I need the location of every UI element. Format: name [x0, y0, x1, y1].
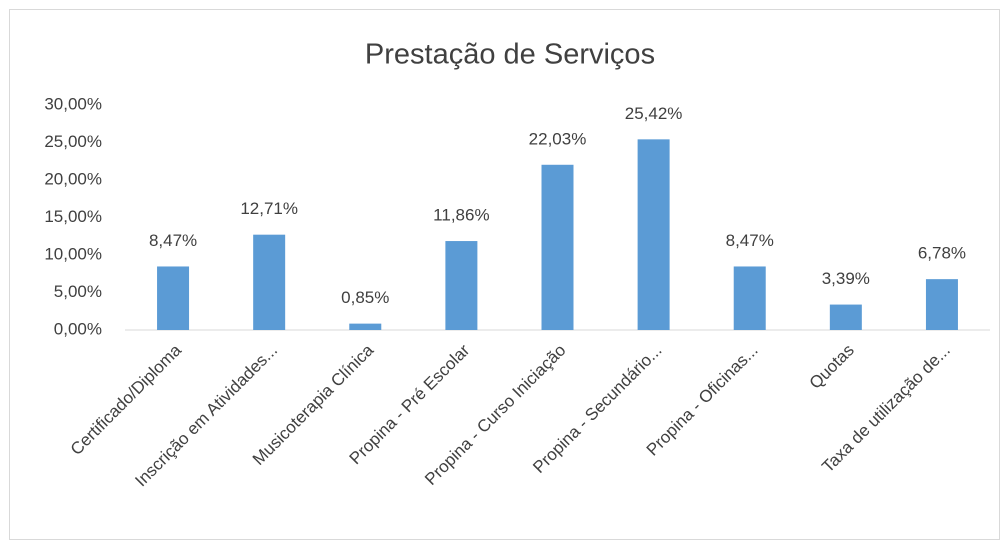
y-tick-label: 5,00% [54, 282, 102, 301]
bar [925, 279, 958, 330]
bar [445, 241, 478, 330]
bar [637, 139, 670, 330]
y-tick-label: 20,00% [44, 169, 102, 188]
y-tick-label: 0,00% [54, 319, 102, 338]
data-label: 8,47% [726, 231, 774, 250]
data-label: 6,78% [918, 244, 966, 263]
bar [541, 164, 574, 330]
bar [253, 234, 286, 330]
data-label: 22,03% [529, 129, 587, 148]
bar [733, 266, 766, 330]
bar [157, 266, 190, 330]
y-tick-label: 10,00% [44, 244, 102, 263]
data-label: 0,85% [341, 288, 389, 307]
data-label: 8,47% [149, 231, 197, 250]
bar [349, 323, 382, 330]
chart-title: Prestação de Serviços [365, 39, 655, 71]
data-label: 3,39% [822, 269, 870, 288]
y-tick-label: 15,00% [44, 207, 102, 226]
data-label: 25,42% [625, 104, 683, 123]
bar [829, 304, 862, 330]
y-tick-label: 30,00% [44, 94, 102, 113]
y-tick-label: 25,00% [44, 132, 102, 151]
data-label: 12,71% [240, 199, 298, 218]
data-label: 11,86% [433, 206, 489, 225]
